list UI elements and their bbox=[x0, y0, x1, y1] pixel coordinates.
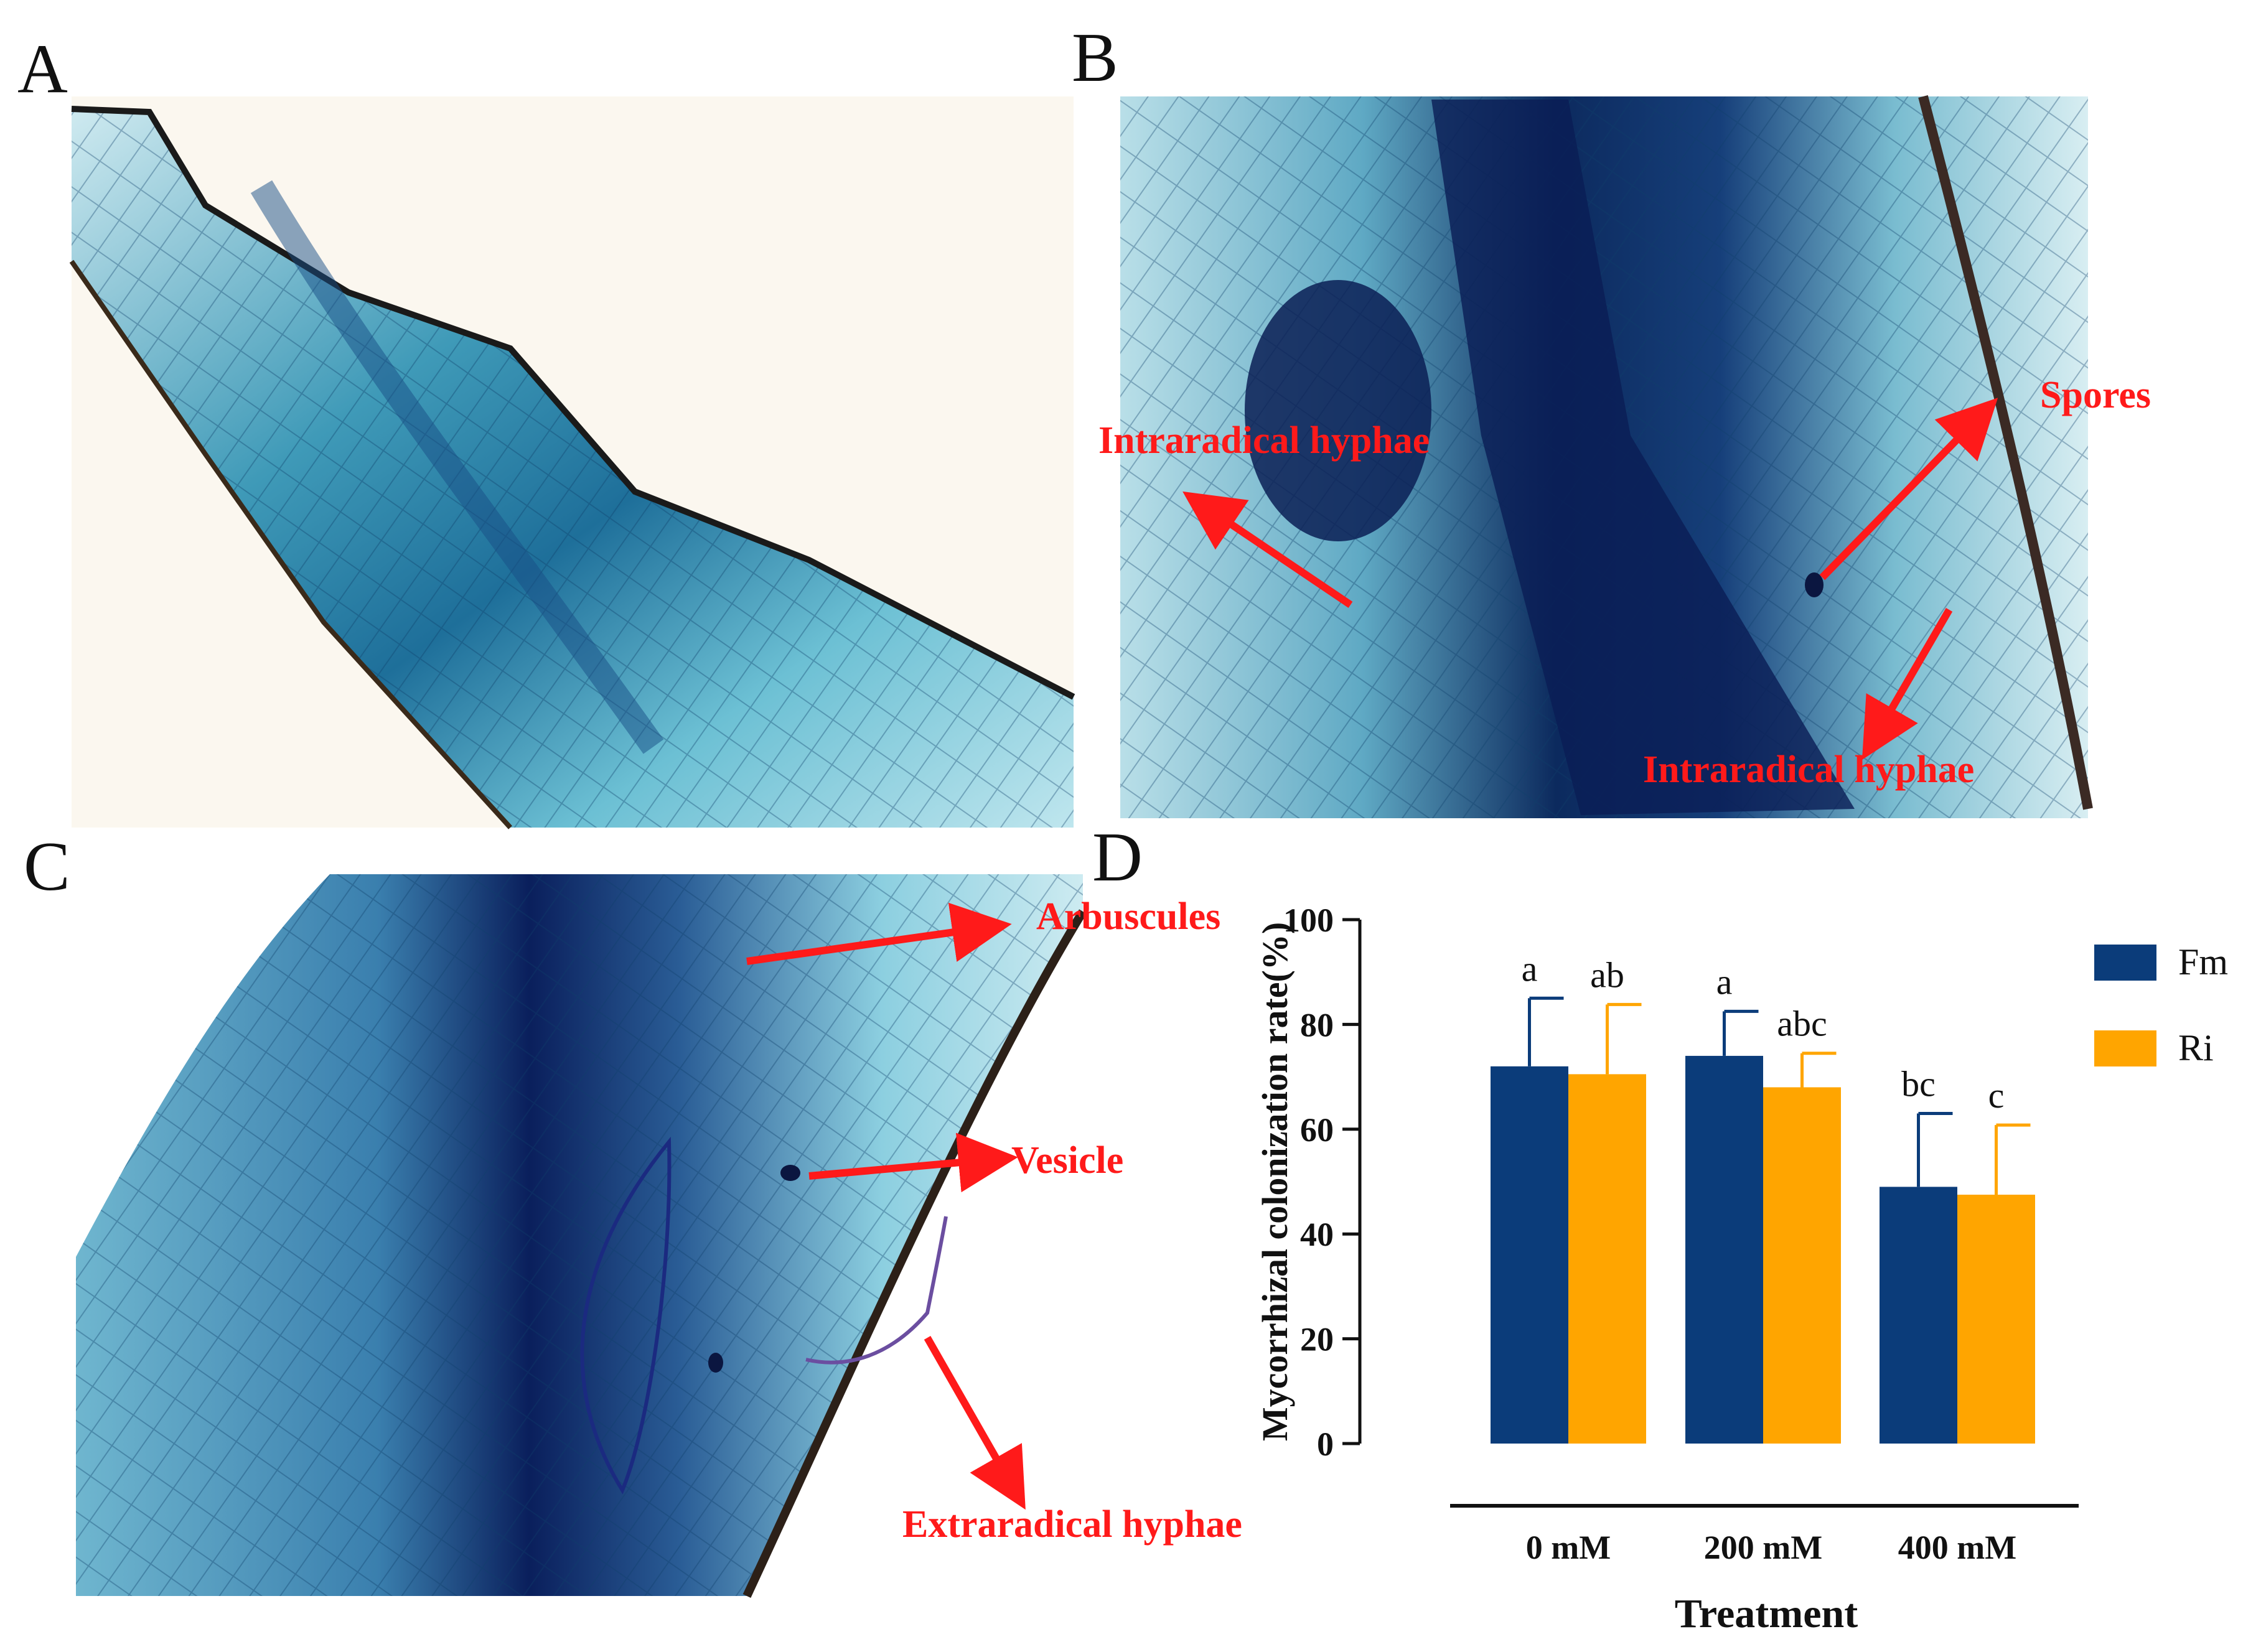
arrow-intraradical-2 bbox=[1861, 607, 1953, 760]
label-extraradical-hyphae: Extraradical hyphae bbox=[902, 1503, 1242, 1546]
panel-letter-d: D bbox=[1092, 819, 1143, 896]
y-tick-label: 100 bbox=[1283, 902, 1334, 939]
panel-c: C Arbuscules Vesicle Extraradical hyphae bbox=[24, 828, 1242, 1598]
label-intraradical-hyphae-1: Intraradical hyphae bbox=[1098, 419, 1430, 462]
significance-letter: a bbox=[1522, 948, 1538, 989]
y-axis-title: Mycorrhizal colonization rate(%) bbox=[1255, 922, 1295, 1441]
bar-fm bbox=[1685, 1055, 1763, 1444]
legend-swatch-fm bbox=[2094, 945, 2156, 981]
micrograph-a bbox=[69, 96, 1075, 829]
panel-letter-b: B bbox=[1072, 19, 1118, 96]
significance-letter: c bbox=[1988, 1075, 2005, 1116]
micrograph-b bbox=[1120, 95, 2093, 818]
bar-ri bbox=[1568, 1074, 1646, 1444]
arrow-arbuscules bbox=[746, 902, 1012, 965]
significance-letter: abc bbox=[1777, 1004, 1827, 1044]
arrow-extraradical bbox=[924, 1336, 1026, 1510]
label-arbuscules: Arbuscules bbox=[1036, 895, 1220, 938]
legend-label-fm: Fm bbox=[2178, 941, 2228, 982]
x-tick-label: 400 mM bbox=[1898, 1529, 2016, 1566]
bar-ri bbox=[1763, 1087, 1841, 1444]
label-vesicle: Vesicle bbox=[1011, 1139, 1123, 1182]
legend-swatch-ri bbox=[2094, 1030, 2156, 1066]
y-tick-label: 60 bbox=[1300, 1111, 1334, 1149]
y-tick-label: 20 bbox=[1300, 1321, 1334, 1358]
panel-letter-a: A bbox=[17, 30, 68, 108]
panel-b: B Intraradical hyphae Spores Intraradica… bbox=[1072, 19, 2151, 818]
significance-letter: bc bbox=[1901, 1064, 1936, 1104]
label-intraradical-hyphae-2: Intraradical hyphae bbox=[1643, 749, 1974, 791]
significance-letter: a bbox=[1716, 961, 1733, 1002]
arrow-vesicle bbox=[808, 1132, 1018, 1193]
spore-mark bbox=[1805, 572, 1824, 597]
label-spores: Spores bbox=[2040, 374, 2151, 416]
arrow-spores bbox=[1819, 398, 1998, 581]
arrow-intraradical-1 bbox=[1182, 491, 1353, 608]
micrograph-c bbox=[76, 874, 1087, 1598]
significance-letter: ab bbox=[1590, 954, 1624, 995]
x-tick-label: 200 mM bbox=[1704, 1529, 1822, 1566]
panel-a: A bbox=[17, 30, 1075, 829]
legend-label-ri: Ri bbox=[2178, 1027, 2214, 1068]
bar-fm bbox=[1491, 1066, 1568, 1444]
bar-fm bbox=[1880, 1187, 1957, 1444]
panel-letter-c: C bbox=[24, 828, 70, 905]
x-tick-label: 0 mM bbox=[1526, 1529, 1611, 1566]
y-tick-label: 40 bbox=[1300, 1216, 1334, 1253]
y-tick-label: 80 bbox=[1300, 1006, 1334, 1043]
bar-ri bbox=[1957, 1195, 2035, 1444]
x-axis-title: Treatment bbox=[1675, 1591, 1858, 1636]
y-tick-label: 0 bbox=[1317, 1426, 1334, 1463]
vesicle-mark bbox=[780, 1165, 800, 1181]
